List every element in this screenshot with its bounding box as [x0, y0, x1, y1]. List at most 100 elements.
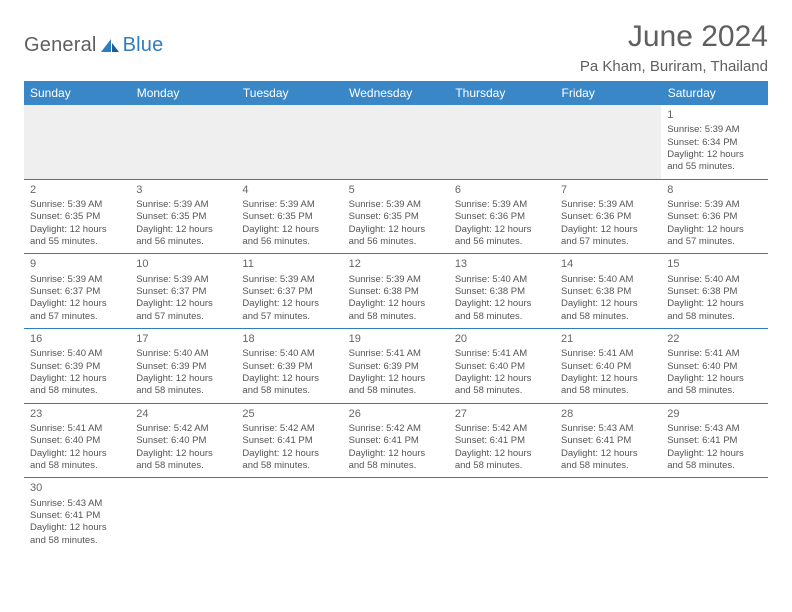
title-block: June 2024 Pa Kham, Buriram, Thailand: [580, 20, 768, 75]
sunset-line: Sunset: 6:41 PM: [667, 435, 761, 447]
daylight-line: Daylight: 12 hours and 56 minutes.: [349, 224, 443, 249]
calendar-day-cell: 19Sunrise: 5:41 AMSunset: 6:39 PMDayligh…: [343, 329, 449, 404]
daylight-line: Daylight: 12 hours and 58 minutes.: [349, 373, 443, 398]
sunset-line: Sunset: 6:35 PM: [136, 211, 230, 223]
day-number: 28: [561, 407, 655, 421]
calendar-day-cell: [24, 105, 130, 179]
calendar-day-cell: 14Sunrise: 5:40 AMSunset: 6:38 PMDayligh…: [555, 254, 661, 329]
calendar-week-row: 23Sunrise: 5:41 AMSunset: 6:40 PMDayligh…: [24, 403, 768, 478]
calendar-day-cell: [236, 105, 342, 179]
calendar-day-cell: 29Sunrise: 5:43 AMSunset: 6:41 PMDayligh…: [661, 403, 767, 478]
calendar-week-row: 2Sunrise: 5:39 AMSunset: 6:35 PMDaylight…: [24, 179, 768, 254]
daylight-line: Daylight: 12 hours and 58 minutes.: [136, 373, 230, 398]
weekday-header: Tuesday: [236, 81, 342, 105]
daylight-line: Daylight: 12 hours and 58 minutes.: [667, 448, 761, 473]
sunrise-line: Sunrise: 5:41 AM: [455, 348, 549, 360]
sunrise-line: Sunrise: 5:39 AM: [242, 199, 336, 211]
day-number: 17: [136, 332, 230, 346]
sunrise-line: Sunrise: 5:41 AM: [561, 348, 655, 360]
calendar-day-cell: 12 Sunrise: 5:39 AMSunset: 6:38 PMDayligh…: [343, 254, 449, 329]
calendar-day-cell: 4Sunrise: 5:39 AMSunset: 6:35 PMDaylight…: [236, 179, 342, 254]
sunrise-line: Sunrise: 5:42 AM: [455, 423, 549, 435]
day-number: 22: [667, 332, 761, 346]
calendar-day-cell: 25Sunrise: 5:42 AMSunset: 6:41 PMDayligh…: [236, 403, 342, 478]
sunset-line: Sunset: 6:37 PM: [30, 286, 124, 298]
calendar-day-cell: 5Sunrise: 5:39 AMSunset: 6:35 PMDaylight…: [343, 179, 449, 254]
calendar-day-cell: 1Sunrise: 5:39 AMSunset: 6:34 PMDaylight…: [661, 105, 767, 179]
sunset-line: Sunset: 6:38 PM: [667, 286, 761, 298]
daylight-line: Daylight: 12 hours and 58 minutes.: [349, 448, 443, 473]
weekday-header-row: Sunday Monday Tuesday Wednesday Thursday…: [24, 81, 768, 105]
sunset-line: Sunset: 6:40 PM: [561, 361, 655, 373]
calendar-day-cell: 10Sunrise: 5:39 AMSunset: 6:37 PMDayligh…: [130, 254, 236, 329]
daylight-line: Daylight: 12 hours and 57 minutes.: [561, 224, 655, 249]
calendar-table: Sunday Monday Tuesday Wednesday Thursday…: [24, 81, 768, 552]
day-number: 2: [30, 183, 124, 197]
day-number: 15: [667, 257, 761, 271]
day-number: 5: [349, 183, 443, 197]
sunset-line: Sunset: 6:35 PM: [349, 211, 443, 223]
sunrise-line: Sunrise: 5:42 AM: [136, 423, 230, 435]
calendar-week-row: 30Sunrise: 5:43 AMSunset: 6:41 PMDayligh…: [24, 478, 768, 552]
sunrise-line: Sunrise: 5:41 AM: [667, 348, 761, 360]
calendar-day-cell: 28Sunrise: 5:43 AMSunset: 6:41 PMDayligh…: [555, 403, 661, 478]
daylight-line: Daylight: 12 hours and 58 minutes.: [30, 522, 124, 547]
day-number: 23: [30, 407, 124, 421]
daylight-line: Daylight: 12 hours and 58 minutes.: [242, 448, 336, 473]
calendar-week-row: 9Sunrise: 5:39 AMSunset: 6:37 PMDaylight…: [24, 254, 768, 329]
daylight-line: Daylight: 12 hours and 58 minutes.: [30, 448, 124, 473]
sunset-line: Sunset: 6:35 PM: [30, 211, 124, 223]
sunrise-line: Sunrise: 5:39 AM: [667, 124, 761, 136]
day-number: 29: [667, 407, 761, 421]
calendar-day-cell: 16Sunrise: 5:40 AMSunset: 6:39 PMDayligh…: [24, 329, 130, 404]
daylight-line: Daylight: 12 hours and 58 minutes.: [349, 298, 443, 323]
calendar-day-cell: 7Sunrise: 5:39 AMSunset: 6:36 PMDaylight…: [555, 179, 661, 254]
sunrise-line: Sunrise: 5:39 AM: [136, 274, 230, 286]
calendar-day-cell: 21Sunrise: 5:41 AMSunset: 6:40 PMDayligh…: [555, 329, 661, 404]
day-number: 12: [349, 257, 443, 271]
sail-icon: [99, 37, 121, 55]
calendar-week-row: 16Sunrise: 5:40 AMSunset: 6:39 PMDayligh…: [24, 329, 768, 404]
calendar-day-cell: [236, 478, 342, 552]
calendar-day-cell: 20Sunrise: 5:41 AMSunset: 6:40 PMDayligh…: [449, 329, 555, 404]
day-number: 19: [349, 332, 443, 346]
sunrise-line: Sunrise: 5:39 AM: [667, 199, 761, 211]
sunrise-line: Sunrise: 5:39 AM: [30, 199, 124, 211]
daylight-line: Daylight: 12 hours and 58 minutes.: [455, 448, 549, 473]
calendar-day-cell: 24Sunrise: 5:42 AMSunset: 6:40 PMDayligh…: [130, 403, 236, 478]
sunrise-line: Sunrise: 5:40 AM: [667, 274, 761, 286]
day-number: 10: [136, 257, 230, 271]
sunset-line: Sunset: 6:41 PM: [242, 435, 336, 447]
calendar-day-cell: 9Sunrise: 5:39 AMSunset: 6:37 PMDaylight…: [24, 254, 130, 329]
day-number: 20: [455, 332, 549, 346]
sunrise-line: Sunrise: 5:40 AM: [242, 348, 336, 360]
calendar-day-cell: 23Sunrise: 5:41 AMSunset: 6:40 PMDayligh…: [24, 403, 130, 478]
sunset-line: Sunset: 6:39 PM: [242, 361, 336, 373]
daylight-line: Daylight: 12 hours and 57 minutes.: [30, 298, 124, 323]
sunset-line: Sunset: 6:41 PM: [349, 435, 443, 447]
calendar-day-cell: 18Sunrise: 5:40 AMSunset: 6:39 PMDayligh…: [236, 329, 342, 404]
weekday-header: Thursday: [449, 81, 555, 105]
day-number: 1: [667, 108, 761, 122]
day-number: 27: [455, 407, 549, 421]
calendar-day-cell: [555, 105, 661, 179]
daylight-line: Daylight: 12 hours and 58 minutes.: [455, 298, 549, 323]
calendar-day-cell: 15Sunrise: 5:40 AMSunset: 6:38 PMDayligh…: [661, 254, 767, 329]
calendar-day-cell: [130, 478, 236, 552]
sunrise-line: Sunrise: 5:39 AM: [349, 274, 443, 286]
calendar-day-cell: [343, 105, 449, 179]
sunset-line: Sunset: 6:39 PM: [136, 361, 230, 373]
calendar-day-cell: 27Sunrise: 5:42 AMSunset: 6:41 PMDayligh…: [449, 403, 555, 478]
sunset-line: Sunset: 6:36 PM: [561, 211, 655, 223]
sunset-line: Sunset: 6:37 PM: [242, 286, 336, 298]
sunset-line: Sunset: 6:38 PM: [349, 286, 443, 298]
sunset-line: Sunset: 6:40 PM: [30, 435, 124, 447]
calendar-day-cell: [449, 478, 555, 552]
sunrise-line: Sunrise: 5:40 AM: [30, 348, 124, 360]
calendar-day-cell: 6Sunrise: 5:39 AMSunset: 6:36 PMDaylight…: [449, 179, 555, 254]
sunset-line: Sunset: 6:35 PM: [242, 211, 336, 223]
calendar-day-cell: [661, 478, 767, 552]
daylight-line: Daylight: 12 hours and 58 minutes.: [136, 448, 230, 473]
calendar-day-cell: 11Sunrise: 5:39 AMSunset: 6:37 PMDayligh…: [236, 254, 342, 329]
sunrise-line: Sunrise: 5:39 AM: [242, 274, 336, 286]
